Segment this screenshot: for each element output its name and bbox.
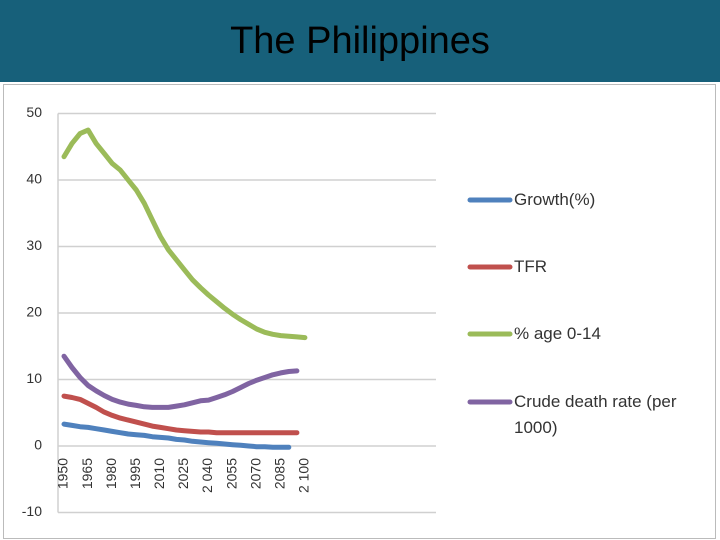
slide-title: The Philippines [230, 20, 490, 62]
x-tick-label: 2055 [223, 458, 239, 489]
x-tick-label: 2070 [247, 458, 263, 489]
chart-frame [3, 84, 716, 539]
x-tick-label: 1980 [103, 458, 119, 489]
x-tick-label: 1995 [127, 458, 143, 489]
x-tick-label: 2025 [175, 458, 191, 489]
y-tick-label: 20 [26, 304, 42, 320]
y-tick-label: 10 [26, 370, 42, 386]
series-line [61, 353, 300, 410]
series-line [61, 421, 292, 450]
y-tick-label: 30 [26, 237, 42, 253]
y-tick-label: 50 [26, 104, 42, 120]
legend-label: TFR [514, 257, 548, 276]
legend-label: Crude death rate (per 1000) [514, 392, 677, 437]
x-tick-label: 2010 [151, 458, 167, 489]
header-bar [0, 0, 720, 82]
x-tick-label: 1950 [55, 458, 71, 489]
y-tick-label: 40 [26, 171, 42, 187]
y-tick-label: 0 [34, 437, 42, 453]
series-line [61, 393, 300, 436]
x-tick-label: 1965 [79, 458, 95, 489]
y-tick-label: -10 [22, 503, 42, 519]
legend-label: Growth(%) [514, 190, 596, 209]
x-tick-label: 2 100 [296, 458, 312, 493]
x-tick-label: 2085 [272, 458, 288, 489]
series-line [61, 127, 308, 341]
legend-label: % age 0-14 [514, 324, 601, 343]
x-tick-label: 2 040 [199, 458, 215, 493]
